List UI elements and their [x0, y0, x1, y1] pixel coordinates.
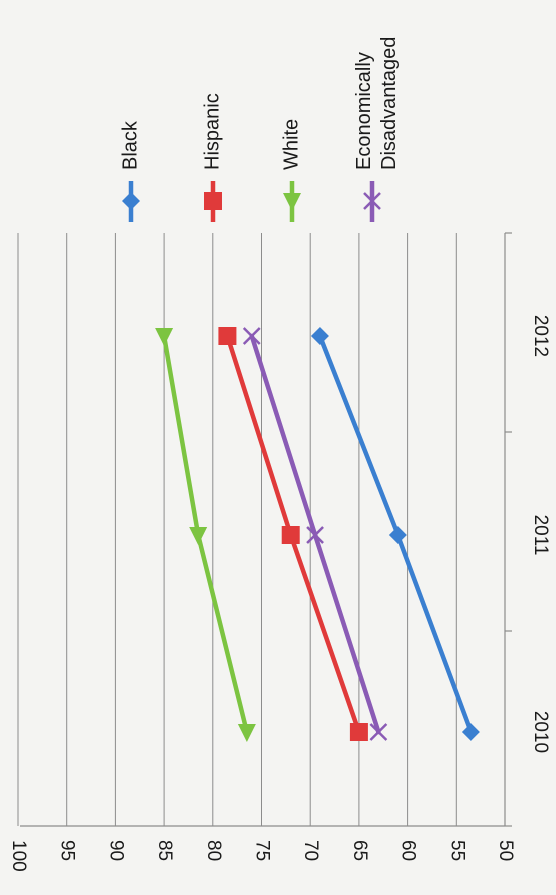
data-point-hispanic-2010 — [349, 723, 368, 741]
y-tick-label-80: 80 — [203, 840, 224, 861]
data-point-economically-disadvantaged-2011 — [306, 526, 324, 544]
x-axis-tick-labels: 2010 2011 2012 — [530, 315, 551, 753]
y-tick-label-75: 75 — [251, 840, 272, 861]
x-tick-label-2011: 2011 — [530, 515, 551, 556]
data-point-black-2012 — [310, 327, 329, 345]
legend-label-economically-disadvantaged: Economically Disadvantaged — [353, 37, 400, 170]
y-tick-label-65: 65 — [349, 840, 370, 861]
data-point-hispanic-2012 — [218, 327, 237, 345]
y-tick-label-55: 55 — [446, 840, 467, 861]
x-tick-label-2012: 2012 — [530, 315, 551, 357]
axes — [20, 232, 512, 827]
y-tick-label-85: 85 — [154, 840, 175, 861]
series-line-white — [161, 333, 250, 735]
legend-label-white: White — [280, 119, 302, 170]
data-point-economically-disadvantaged-2012 — [242, 327, 261, 345]
data-point-hispanic-2011 — [281, 526, 300, 544]
data-point-black-2010 — [461, 723, 480, 741]
legend-marker-hispanic — [204, 192, 222, 210]
y-tick-label-70: 70 — [300, 840, 321, 861]
legend-marker-white — [283, 193, 301, 211]
y-tick-label-95: 95 — [57, 840, 78, 861]
series-lines — [155, 327, 480, 742]
legend-label-hispanic: Hispanic — [201, 93, 223, 170]
legend-marker-economically-disadvantaged — [363, 192, 381, 210]
x-tick-label-2010: 2010 — [530, 711, 551, 753]
data-point-economically-disadvantaged-2010 — [369, 723, 388, 741]
y-tick-label-50: 50 — [495, 840, 516, 861]
y-axis-tick-labels: 50 55 60 65 70 75 80 85 90 95 100 — [8, 840, 516, 872]
legend-entry-black: Black — [119, 120, 141, 222]
y-tick-label-90: 90 — [105, 840, 126, 861]
data-point-black-2011 — [388, 526, 407, 544]
legend-entry-hispanic: Hispanic — [201, 93, 223, 222]
data-point-white-2012 — [155, 328, 174, 346]
legend-label-black: Black — [119, 120, 141, 170]
y-tick-label-100: 100 — [8, 840, 29, 872]
legend-entry-economically-disadvantaged: Economically Disadvantaged — [353, 37, 400, 222]
y-tick-label-60: 60 — [398, 840, 419, 861]
legend-entry-white: White — [280, 119, 302, 222]
data-point-white-2011 — [189, 527, 208, 545]
data-point-white-2010 — [237, 724, 256, 742]
gridlines — [17, 233, 457, 826]
legend-marker-black — [122, 192, 140, 210]
legend: Black Hispanic White Economically Disadvanta… — [119, 37, 400, 222]
